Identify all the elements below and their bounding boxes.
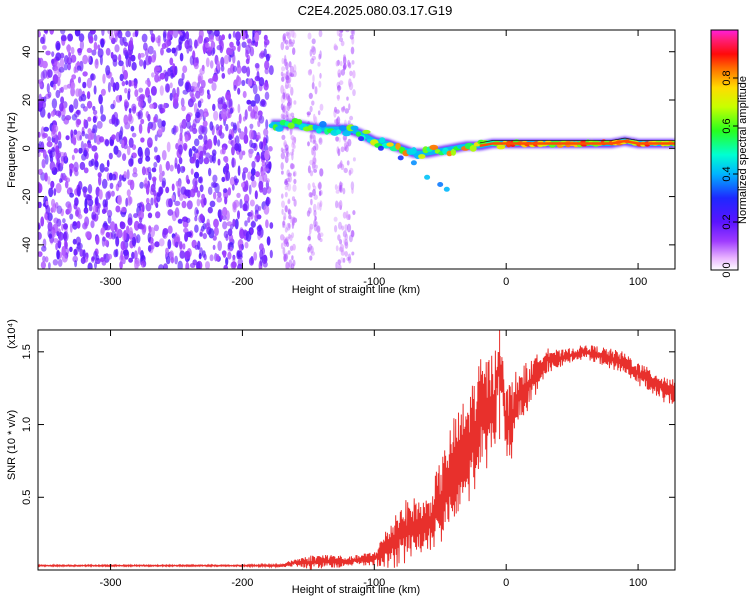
snr-y-axis-label: SNR (10 * v/v) [6, 410, 18, 480]
snr-x-tick-label: -100 [363, 577, 385, 589]
snr-y-tick-label: 1.5 [21, 344, 33, 359]
spec-y-tick-label: -20 [21, 189, 33, 205]
snr-y-tick-label: 0.5 [21, 490, 33, 505]
spec-x-tick-label: 100 [629, 276, 647, 288]
spectrogram-x-axis-label: Height of straight line (km) [292, 284, 420, 296]
colorbar-tick-label: 0.6 [721, 118, 733, 133]
spec-y-tick-label: 0 [21, 145, 33, 151]
snr-x-axis: -300 -200 -100 0 100 [100, 330, 647, 589]
snr-x-tick-label: 100 [629, 577, 647, 589]
spec-x-tick-label: -300 [100, 276, 122, 288]
snr-y-multiplier: (x10⁴) [6, 319, 18, 349]
snr-x-axis-label: Height of straight line (km) [292, 584, 420, 596]
snr-y-axis: 0.5 1.0 1.5 [21, 344, 675, 505]
spec-x-tick-label: -200 [231, 276, 253, 288]
colorbar-label: Normalized spectral amplitude [737, 76, 749, 224]
spectrogram-ridge-layer [268, 118, 675, 192]
colorbar-tick-label: 0.8 [721, 70, 733, 85]
spec-x-tick-label: -100 [363, 276, 385, 288]
snr-x-tick-label: -300 [100, 577, 122, 589]
spectrogram-x-axis: -300 -200 -100 0 100 [100, 30, 647, 288]
colorbar-tick-label: 0.0 [721, 262, 733, 277]
colorbar-ticks: 0.0 0.2 0.4 0.6 0.8 [721, 70, 738, 278]
colorbar-tick-label: 0.2 [721, 214, 733, 229]
spectrogram-y-axis: -40 -20 0 20 40 [21, 46, 675, 253]
colorbar-frame [710, 29, 739, 271]
spectrogram-noise-layer [38, 30, 356, 269]
snr-series-line [38, 330, 675, 570]
snr-frame [37, 329, 676, 571]
snr-x-tick-label: -200 [231, 577, 253, 589]
colorbar: 0.0 0.2 0.4 0.6 0.8 Normalized spectral ampl… [710, 29, 749, 278]
spectrogram-y-axis-label: Frequency (Hz) [6, 112, 18, 188]
snr-x-tick-label: 0 [503, 577, 509, 589]
spec-y-tick-label: 20 [21, 94, 33, 106]
colorbar-tick-label: 0.4 [721, 166, 733, 181]
spec-y-tick-label: 40 [21, 46, 33, 58]
colorbar-gradient [711, 30, 738, 270]
spectrogram-frame [37, 29, 676, 270]
spec-x-tick-label: 0 [503, 276, 509, 288]
figure-title: C2E4.2025.080.03.17.G19 [298, 3, 453, 18]
spec-y-tick-label: -40 [21, 237, 33, 253]
snr-y-tick-label: 1.0 [21, 417, 33, 432]
snr-panel: -300 -200 -100 0 100 0.5 1.0 1.5 Height of str… [6, 319, 676, 596]
